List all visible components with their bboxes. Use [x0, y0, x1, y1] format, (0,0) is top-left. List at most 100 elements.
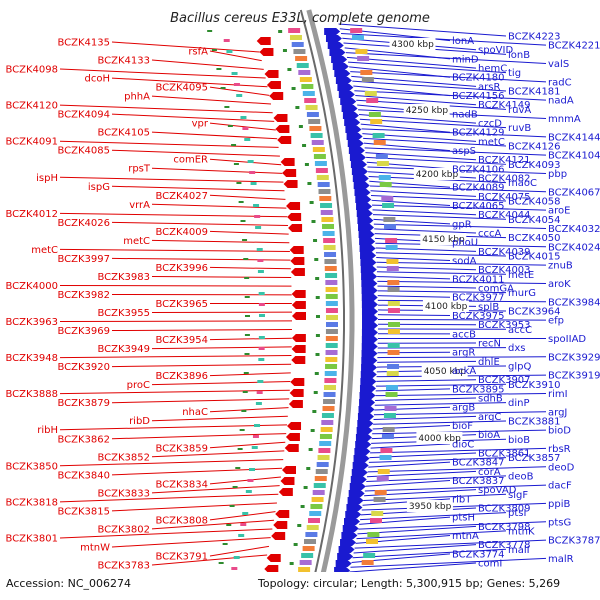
scale-tick: [241, 410, 247, 412]
cog-category-box: [385, 385, 398, 390]
left-connector-line: [59, 355, 292, 359]
left-gene-label: dcoH: [85, 74, 110, 85]
right-connector-line: [348, 61, 507, 74]
right-gene-label: gpR: [452, 219, 472, 230]
left-gene-label: BCZK4091: [5, 137, 58, 148]
forward-gene-arrow: [341, 532, 358, 539]
scale-tick: [244, 334, 250, 336]
scale-tick: [300, 505, 305, 508]
cog-category-box: [325, 350, 338, 355]
right-connector-line: [352, 548, 507, 559]
right-gene-label: aroK: [548, 279, 571, 290]
right-gene-label: mtnA: [452, 531, 479, 542]
feature-marker: [233, 556, 240, 559]
right-connector-line: [363, 493, 507, 502]
reverse-gene-arrow: [264, 565, 279, 573]
right-connector-line: [371, 195, 507, 202]
feature-marker: [258, 347, 265, 350]
right-gene-label: BCZK3907: [478, 375, 531, 386]
kbp-marker-bg: [420, 233, 467, 245]
right-gene-label: tig: [508, 68, 521, 79]
left-gene-label: BCZK3852: [97, 452, 150, 463]
right-gene-label: dacF: [548, 481, 572, 492]
right-connector-line: [366, 156, 507, 165]
right-gene-label: malR: [548, 554, 574, 565]
left-gene-label: BCZK3818: [5, 497, 58, 508]
cog-category-box: [325, 315, 338, 320]
right-gene-label: BCZK4039: [478, 247, 531, 258]
forward-gene-arrow: [347, 497, 364, 504]
forward-gene-arrow: [337, 84, 354, 91]
forward-gene-arrow: [355, 196, 372, 203]
right-connector-line: [377, 276, 451, 280]
cog-category-box: [322, 406, 335, 411]
cog-category-box: [322, 231, 335, 236]
right-gene-label: minD: [452, 54, 479, 65]
right-gene-label: comI: [478, 559, 502, 570]
cog-category-box: [387, 287, 400, 292]
left-gene-label: ispG: [88, 182, 110, 193]
right-gene-label: mnmA: [548, 114, 581, 125]
accession-text: Accession: NC_006274: [6, 577, 131, 590]
feature-marker: [242, 127, 249, 130]
reverse-gene-arrow: [273, 114, 288, 122]
left-connector-line: [151, 554, 268, 566]
right-connector-line: [366, 475, 507, 482]
right-connector-line: [375, 388, 451, 392]
cog-category-box: [318, 189, 331, 194]
cog-category-box: [357, 56, 370, 61]
scale-tick: [315, 353, 320, 356]
forward-gene-arrow: [361, 350, 378, 357]
right-gene-label: BCZK3919: [548, 371, 600, 382]
scale-tick: [287, 68, 292, 71]
left-connector-line: [59, 104, 273, 114]
right-gene-label: mtnK: [508, 526, 535, 537]
right-connector-line: [377, 318, 547, 321]
left-connector-line: [151, 450, 285, 458]
scale-tick: [244, 277, 250, 279]
left-gene-label: nhaC: [182, 407, 208, 418]
right-gene-label: accC: [508, 325, 532, 336]
left-connector-line: [209, 372, 291, 377]
right-gene-label: sigF: [508, 490, 528, 501]
right-connector-line: [354, 90, 547, 101]
cog-category-box: [386, 266, 399, 271]
forward-gene-arrow: [350, 476, 367, 483]
left-connector-line: [209, 86, 270, 96]
right-connector-line: [373, 420, 507, 425]
right-connector-line: [376, 271, 507, 275]
cog-category-box: [379, 182, 392, 187]
right-gene-label: deoD: [548, 462, 575, 473]
right-gene-label: BCZK4089: [452, 183, 505, 194]
right-gene-label: BCZK4050: [508, 233, 561, 244]
cog-category-box: [304, 539, 317, 544]
cog-category-box: [383, 217, 396, 222]
right-gene-label: bioB: [508, 435, 530, 446]
left-connector-line: [111, 257, 291, 261]
left-gene-label: metC: [31, 245, 58, 256]
cog-category-box: [319, 196, 332, 201]
reverse-gene-arrow: [280, 477, 295, 485]
right-gene-label: spoVID: [478, 45, 513, 56]
left-gene-label: proC: [127, 380, 150, 391]
cog-category-box: [302, 546, 315, 551]
right-gene-label: phoU: [452, 238, 478, 249]
feature-marker: [242, 512, 249, 515]
cog-category-box: [325, 364, 338, 369]
cog-category-box: [325, 336, 338, 341]
forward-gene-arrow: [361, 287, 378, 294]
cog-category-box: [288, 28, 301, 33]
forward-gene-arrow: [357, 420, 374, 427]
feature-marker: [247, 479, 254, 482]
scale-tick: [297, 524, 302, 527]
feature-marker: [257, 270, 264, 273]
scale-tick: [231, 144, 237, 146]
scale-tick: [242, 239, 248, 241]
right-connector-line: [377, 360, 477, 363]
cog-category-box: [295, 56, 308, 61]
feature-marker: [223, 39, 230, 42]
left-connector-line: [111, 41, 260, 53]
right-gene-label: bioF: [452, 421, 473, 432]
left-gene-label: BCZK3948: [5, 353, 58, 364]
